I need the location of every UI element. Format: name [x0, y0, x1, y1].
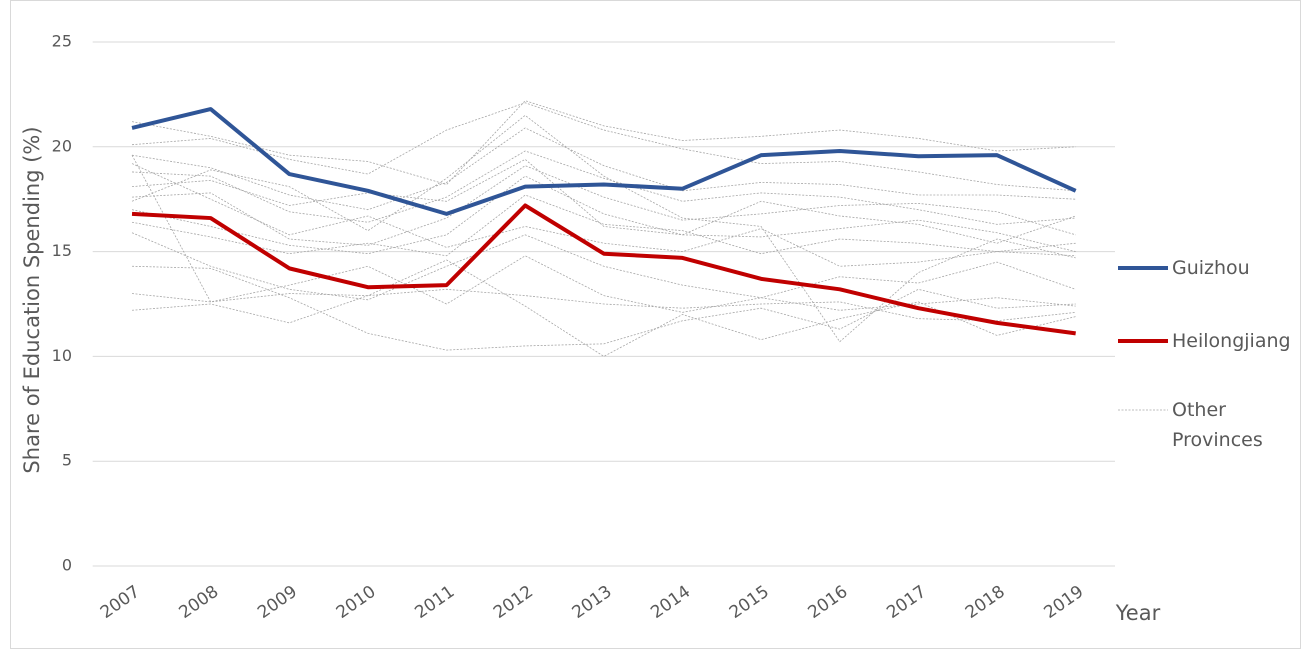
x-tick-label: 2008 — [175, 582, 222, 623]
y-tick-label: 5 — [62, 451, 72, 470]
y-tick-label: 0 — [62, 556, 72, 575]
x-tick-label: 2015 — [726, 582, 773, 623]
x-tick-label: 2010 — [333, 582, 380, 623]
x-tick-label: 2009 — [254, 582, 301, 623]
x-tick-label: 2013 — [569, 582, 616, 623]
series-line — [131, 158, 1076, 244]
y-axis-title: Share of Education Spending (%) — [20, 126, 44, 473]
legend-label: Guizhou — [1172, 257, 1250, 279]
series-line — [131, 194, 1076, 257]
y-tick-label: 15 — [52, 241, 72, 260]
x-tick-label: 2019 — [1041, 582, 1088, 623]
y-tick-label: 25 — [52, 32, 72, 51]
series-line — [131, 102, 1076, 192]
x-axis-title: Year — [1115, 601, 1161, 625]
series-line — [131, 107, 1077, 216]
series-line — [131, 203, 1076, 336]
series-line — [132, 265, 1076, 351]
series-line — [131, 288, 1076, 322]
x-tick-label: 2012 — [490, 582, 537, 623]
series-line — [131, 259, 1076, 357]
series-line — [131, 114, 1076, 343]
series-line — [131, 154, 1076, 313]
x-tick-label: 2017 — [883, 582, 930, 623]
x-tick-label: 2018 — [962, 582, 1009, 623]
x-tick-label: 2007 — [97, 582, 144, 623]
series-line — [131, 165, 1076, 246]
series-line — [131, 100, 1076, 185]
x-tick-label: 2014 — [647, 582, 694, 623]
y-tick-label: 20 — [52, 136, 72, 155]
legend-label: Heilongjiang — [1172, 330, 1291, 352]
y-tick-label: 10 — [52, 346, 72, 365]
x-tick-label: 2011 — [411, 582, 458, 623]
series-line — [131, 175, 1076, 255]
series-line — [131, 127, 1076, 211]
series-line — [131, 163, 1076, 267]
legend-label: Other Provinces — [1172, 399, 1263, 451]
chart-border — [10, 0, 1301, 649]
series-line — [131, 150, 1076, 225]
x-tick-label: 2016 — [805, 582, 852, 623]
series-line — [131, 232, 1076, 301]
